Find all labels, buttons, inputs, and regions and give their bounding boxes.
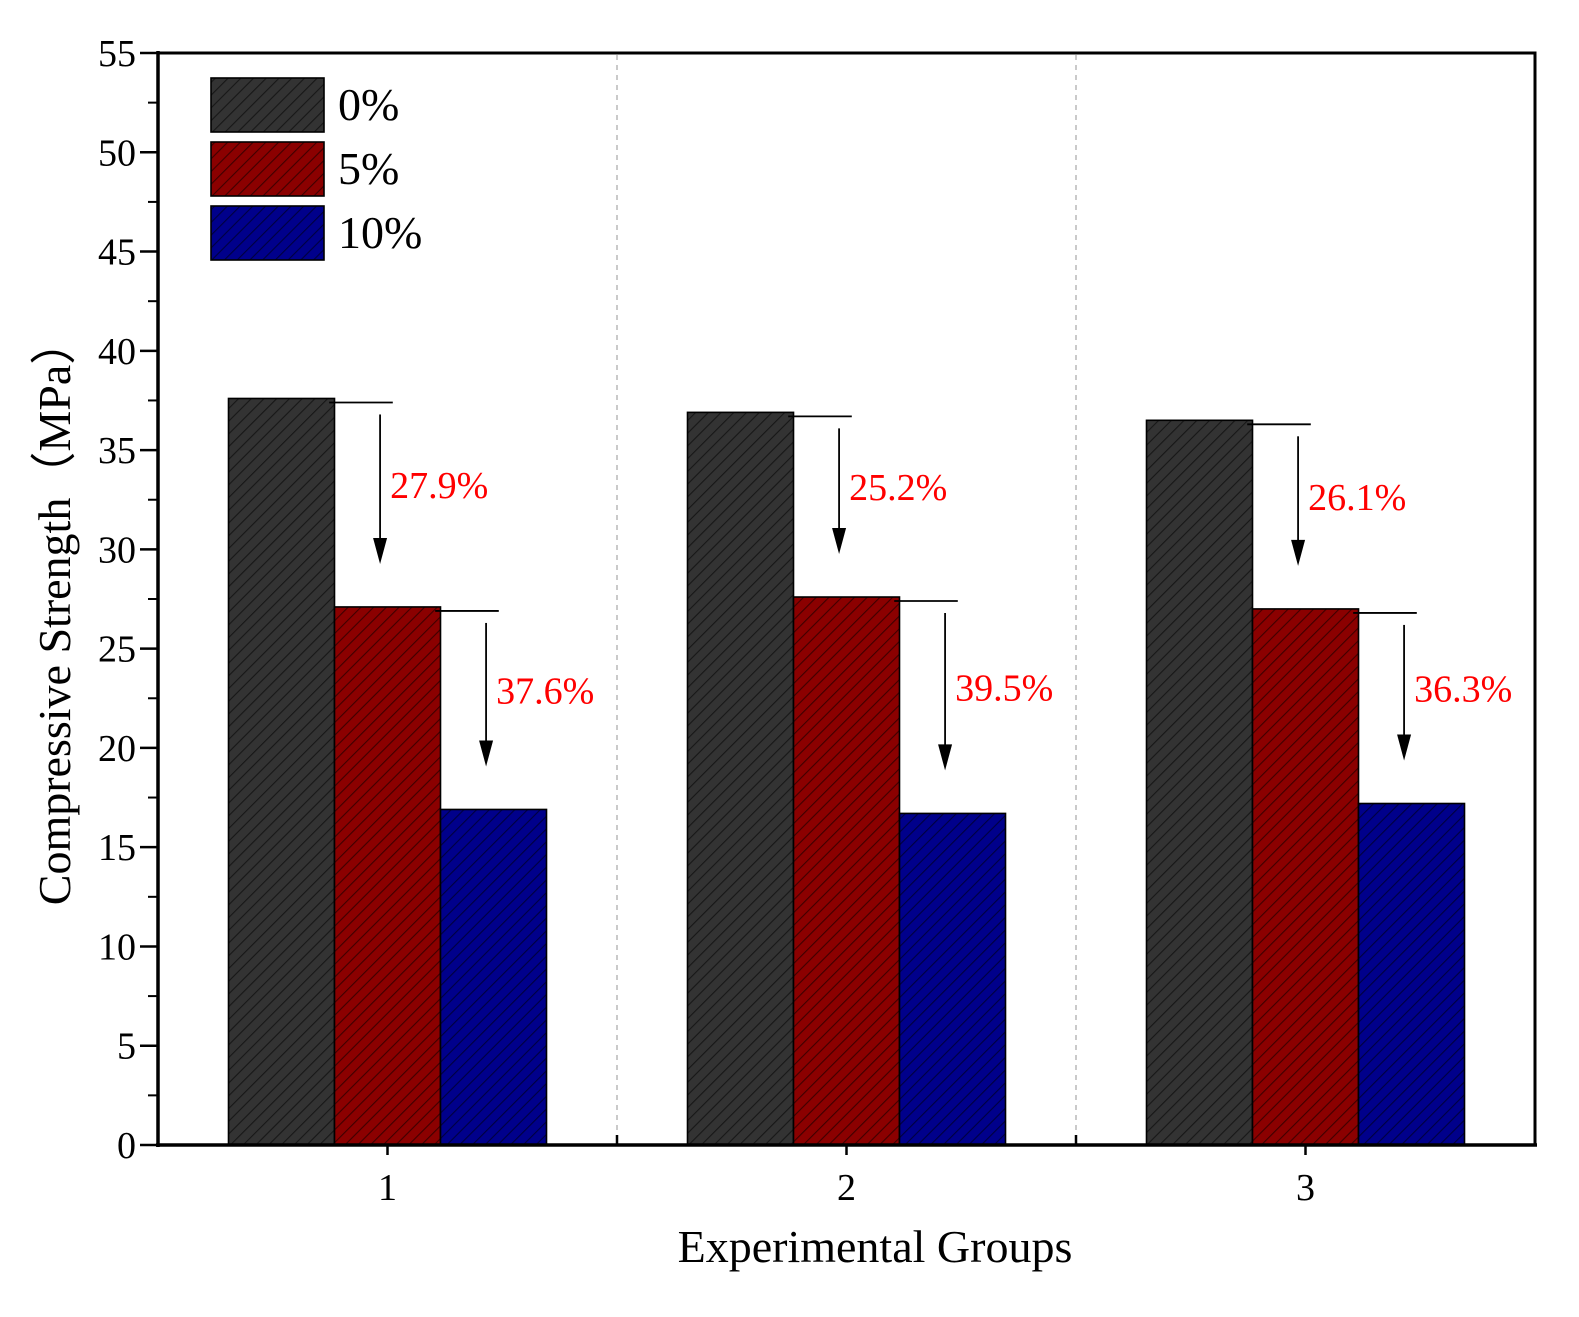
x-tick-label: 2 [837, 1167, 856, 1209]
y-tick-label: 25 [98, 629, 136, 671]
axes-layer: 0 5 10 15 20 25 30 35 40 45 50 55 1 2 3 [98, 33, 1537, 1209]
y-tick-label: 5 [117, 1026, 136, 1068]
y-tick-label: 20 [98, 728, 136, 770]
annotation-arrow-head [938, 744, 953, 771]
legend-label: 10% [338, 207, 422, 258]
bars-layer [227, 397, 1466, 1146]
bar-group-1-series-10pct [439, 808, 548, 1146]
y-tick-label: 50 [98, 132, 136, 174]
y-tick-label: 15 [98, 827, 136, 869]
y-tick-label: 40 [98, 331, 136, 373]
bar-group-2-series-0pct [686, 411, 795, 1146]
annotation-arrow-head [1397, 734, 1412, 761]
y-tick-label: 55 [98, 33, 136, 75]
annotation-label: 27.9% [390, 465, 488, 507]
annotation-label: 26.1% [1308, 477, 1406, 519]
bar-group-3-series-5pct [1251, 608, 1360, 1146]
x-axis-title: Experimental Groups [678, 1221, 1073, 1272]
annotation-label: 25.2% [849, 467, 947, 509]
annotation-label: 37.6% [496, 671, 594, 713]
annotation-arrow-head [832, 528, 847, 555]
bar-group-1-series-0pct [227, 397, 336, 1146]
annotation-arrow-head [479, 740, 494, 767]
y-tick-label: 0 [117, 1125, 136, 1167]
legend-label: 5% [338, 143, 399, 194]
annotations-layer: 27.9% 37.6% 25.2% 39.5% 26.1% 36.3% [329, 401, 1512, 771]
y-tick-label: 45 [98, 232, 136, 274]
annotation-arrow-head [1291, 539, 1306, 566]
bar-group-2-series-5pct [792, 596, 901, 1146]
annotation-label: 39.5% [955, 668, 1053, 710]
annotation-label: 36.3% [1414, 669, 1512, 711]
legend-label: 0% [338, 79, 399, 130]
annotation-arrow-head [373, 537, 388, 564]
x-tick-label: 3 [1296, 1167, 1315, 1209]
category-separators [616, 55, 1077, 1145]
legend-swatch-0pct [210, 77, 325, 133]
bar-group-1-series-5pct [333, 606, 442, 1146]
y-tick-label: 35 [98, 430, 136, 472]
y-axis-title: Compressive Strength（MPa） [29, 319, 80, 905]
bar-group-2-series-10pct [898, 812, 1007, 1146]
bar-group-3-series-10pct [1357, 802, 1466, 1146]
bar-group-3-series-0pct [1145, 419, 1254, 1146]
legend-swatch-5pct [210, 141, 325, 197]
x-tick-label: 1 [378, 1167, 397, 1209]
y-tick-label: 30 [98, 529, 136, 571]
y-tick-label: 10 [98, 926, 136, 968]
legend: 0% 5% 10% [210, 77, 422, 261]
legend-swatch-10pct [210, 205, 325, 261]
